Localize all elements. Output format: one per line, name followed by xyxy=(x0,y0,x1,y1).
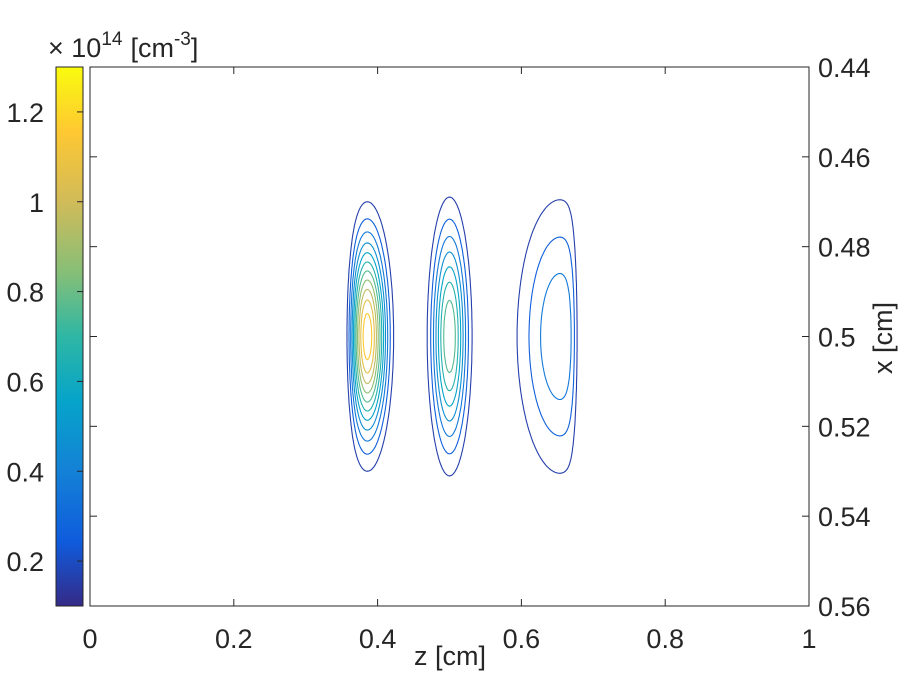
contour-lines xyxy=(346,196,578,477)
colorbar-unit-suffix: ] xyxy=(191,33,199,63)
contour-level xyxy=(354,261,459,412)
contour-level xyxy=(356,279,379,394)
colorbar-exponent: 14 xyxy=(101,29,123,50)
colorbar-title: × 1014 [cm-3] xyxy=(48,29,198,63)
colorbar-ticks: 0.2 0.4 0.6 0.8 1 1.2 xyxy=(6,98,83,577)
y-axis: 0.44 0.46 0.48 0.5 0.52 0.54 0.56 xyxy=(90,53,871,622)
times-symbol: × xyxy=(48,33,71,63)
y-tick-label: 0.46 xyxy=(818,143,871,173)
x-axis: 0 0.2 0.4 0.6 0.8 1 xyxy=(82,67,817,654)
x-tick-label: 1 xyxy=(801,624,816,654)
x-axis-label: z [cm] xyxy=(414,641,486,671)
contour-level xyxy=(351,242,464,431)
contour-level xyxy=(355,270,456,403)
plot-background xyxy=(90,67,809,606)
y-tick-label: 0.56 xyxy=(818,592,871,622)
x-tick-label: 0 xyxy=(82,624,97,654)
y-tick-label: 0.54 xyxy=(818,502,871,532)
colorbar-multiplier: 10 xyxy=(71,33,101,63)
colorbar-tick-label: 0.4 xyxy=(6,457,44,487)
contour-level xyxy=(346,196,578,477)
x-tick-label: 0.2 xyxy=(215,624,253,654)
colorbar-tick-label: 0.6 xyxy=(6,367,44,397)
colorbar-tick-label: 1 xyxy=(29,188,44,218)
y-tick-label: 0.48 xyxy=(818,233,871,263)
contour-level xyxy=(358,288,377,385)
colorbar-unit-exponent: -3 xyxy=(174,29,191,50)
colorbar-tick-label: 0.2 xyxy=(6,547,44,577)
x-tick-label: 0.8 xyxy=(646,624,684,654)
x-tick-label: 0.4 xyxy=(359,624,397,654)
contour-level xyxy=(360,299,375,374)
contour-level xyxy=(350,231,572,442)
colorbar-tick-label: 0.8 xyxy=(6,278,44,308)
x-tick-label: 0.6 xyxy=(503,624,541,654)
contour-level xyxy=(348,218,575,455)
y-axis-label: x [cm] xyxy=(868,302,898,374)
colorbar-tick-label: 1.2 xyxy=(6,98,44,128)
colorbar-unit-prefix: [cm xyxy=(130,33,174,63)
y-tick-label: 0.44 xyxy=(818,53,871,83)
colorbar xyxy=(55,66,84,607)
contour-level xyxy=(362,312,373,361)
y-tick-label: 0.52 xyxy=(818,412,871,442)
contour-level xyxy=(352,252,462,421)
y-tick-label: 0.5 xyxy=(818,323,856,353)
